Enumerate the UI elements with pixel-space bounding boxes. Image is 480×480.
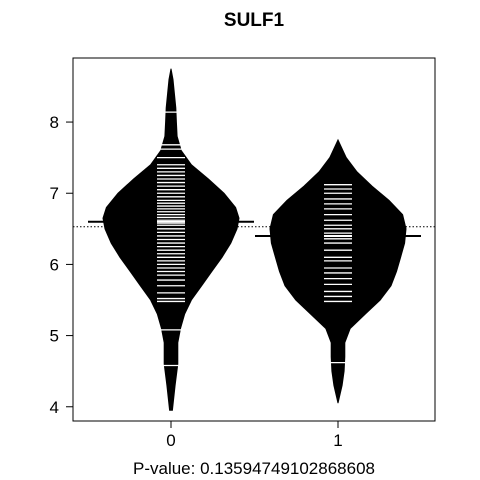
x-axis-caption: P-value: 0.13594749102868608	[133, 459, 375, 478]
y-tick-label: 4	[50, 398, 59, 417]
y-tick-label: 7	[50, 184, 59, 203]
x-tick-label: 1	[333, 431, 342, 450]
y-tick-label: 6	[50, 255, 59, 274]
x-tick-label: 0	[166, 431, 175, 450]
y-tick-label: 8	[50, 113, 59, 132]
y-tick-label: 5	[50, 327, 59, 346]
plot-frame	[72, 57, 436, 422]
chart-title: SULF1	[224, 10, 285, 31]
bean-group-1	[269, 138, 407, 404]
